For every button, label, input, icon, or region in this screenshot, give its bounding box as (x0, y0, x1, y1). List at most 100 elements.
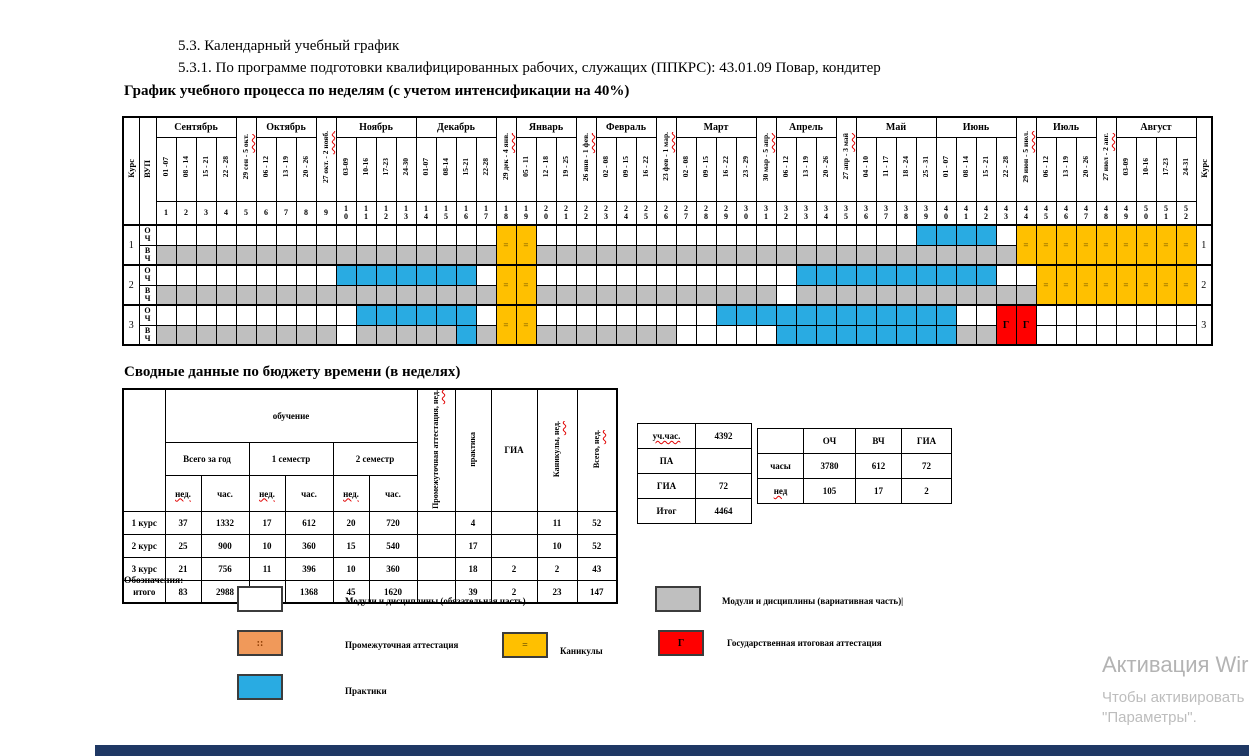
week-number-cell: 5 0 (1135, 200, 1157, 226)
summary-value-cell: 1332 (200, 510, 250, 535)
variable-part-cell (255, 324, 277, 346)
vertical-text: 17-23 (381, 157, 391, 176)
summary-rotated-header: ГИА (490, 388, 538, 512)
variable-part-cell (375, 324, 397, 346)
practice-cell (395, 264, 417, 286)
variable-part-cell (915, 284, 937, 306)
vertical-text: 29 июн - 5 июл. (1021, 130, 1031, 183)
vacation-cell: = (515, 224, 537, 266)
week-number-cell: 2 0 (535, 200, 557, 226)
variable-part-cell (415, 244, 437, 266)
month-cell: Ноябрь (335, 116, 417, 138)
bridge-week-cell: 27 июл - 2 авг. (1095, 116, 1117, 202)
week-date-cell: 02 - 08 (675, 136, 697, 202)
vertical-text: 15 - 21 (981, 155, 991, 178)
vertical-text: 20 - 26 (1081, 155, 1091, 178)
mandatory-part-cell (335, 304, 357, 326)
variable-part-cell (755, 284, 777, 306)
vertical-text: 08-14 (441, 157, 451, 176)
mandatory-part-cell (635, 224, 657, 246)
summary-group-header: Всего за год (164, 442, 250, 477)
legend-swatch-gia: Г (658, 630, 704, 656)
vacation-cell: = (515, 264, 537, 306)
variable-part-cell (255, 284, 277, 306)
summary-value-cell: 396 (284, 556, 334, 581)
bridge-week-cell: 27 апр - 3 май (835, 116, 857, 202)
hours-breakdown-value: 3780 (803, 453, 856, 479)
misspelled-text: 5 окт. (241, 134, 251, 153)
mandatory-part-cell (555, 224, 577, 246)
calendar-date-row: 01 -07 08 - 14 15 - 21 22 - 28 06 - 12 13 - 1… (123, 136, 1212, 202)
legend-label-practice: Практики (345, 686, 387, 696)
legend-label-variable: Модули и дисциплины (вариативная часть)| (722, 596, 904, 606)
mandatory-part-cell (615, 264, 637, 286)
subsection-heading: 5.3.1. По программе подготовки квалифици… (178, 60, 881, 76)
practice-cell (775, 304, 797, 326)
month-cell: Май (855, 116, 937, 138)
mandatory-part-cell (695, 324, 717, 346)
week-number-cell: 1 1 (355, 200, 377, 226)
week-date-cell: 13 - 19 (795, 136, 817, 202)
summary-value-cell: 2 (490, 579, 538, 604)
summary-value-cell: 10 (332, 556, 370, 581)
part-label-cell: О Ч (138, 224, 157, 246)
week-date-cell: 22 - 28 (995, 136, 1017, 202)
practice-cell (355, 264, 377, 286)
variable-part-cell (375, 284, 397, 306)
variable-part-cell (475, 244, 497, 266)
variable-part-cell (195, 324, 217, 346)
practice-cell (935, 264, 957, 286)
variable-part-cell (415, 284, 437, 306)
variable-part-cell (235, 324, 257, 346)
variable-part-cell (315, 324, 337, 346)
legend-swatch-practice (237, 674, 283, 700)
vertical-text: 29 дек - 4 янв. (501, 133, 511, 181)
summary-value-cell: 147 (576, 579, 618, 604)
variable-part-cell (655, 324, 677, 346)
practice-cell (435, 304, 457, 326)
variable-part-cell (735, 284, 757, 306)
legend-label-pa: Промежуточная аттестация (345, 640, 459, 650)
vacation-cell: = (1015, 224, 1037, 266)
part-label-cell: В Ч (138, 324, 157, 346)
mandatory-part-cell (1075, 304, 1097, 326)
variable-part-cell (535, 244, 557, 266)
summary-data-row: 2 курс 25 900 10 360 15 540 17 10 52 (122, 533, 618, 558)
week-date-cell: 17-23 (375, 136, 397, 202)
week-date-cell: 01 -07 (155, 136, 177, 202)
variable-part-cell (155, 244, 177, 266)
variable-part-cell (175, 284, 197, 306)
summary-value-cell: 45 (332, 579, 370, 604)
mandatory-part-cell (1075, 324, 1097, 346)
mandatory-part-cell (1155, 304, 1177, 326)
vertical-text: 09 - 15 (621, 155, 631, 178)
mandatory-part-cell (255, 224, 277, 246)
summary-header-row-1: обучение Промежуточная аттестация, нед. пр… (122, 388, 618, 512)
variable-part-cell (535, 284, 557, 306)
variable-part-cell (955, 244, 977, 266)
variable-part-cell (675, 284, 697, 306)
summary-unit-cell: нед. (248, 475, 286, 512)
week-date-cell: 17-23 (1155, 136, 1177, 202)
mandatory-part-cell (595, 264, 617, 286)
week-number-cell: 1 4 (415, 200, 437, 226)
mandatory-part-cell (1095, 324, 1117, 346)
variable-part-cell (535, 324, 557, 346)
vertical-text: 06 - 12 (261, 155, 271, 178)
bridge-week-cell: 29 дек - 4 янв. (495, 116, 517, 202)
hours-breakdown-table: ОЧ ВЧ ГИА часы 3780 612 72 нед 105 17 2 (757, 428, 952, 504)
mandatory-part-cell (655, 224, 677, 246)
course-vch-row: В Ч (123, 284, 1212, 306)
vertical-text: 25 - 31 (921, 155, 931, 178)
mandatory-part-cell (635, 264, 657, 286)
practice-cell (935, 224, 957, 246)
section-heading: 5.3. Календарный учебный график (178, 38, 400, 54)
mandatory-part-cell (435, 224, 457, 246)
summary-value-cell (490, 510, 538, 535)
window-bottom-bar (95, 745, 1249, 756)
mandatory-part-cell (735, 324, 757, 346)
summary-value-cell: 720 (368, 510, 418, 535)
vertical-text: 09 - 15 (701, 155, 711, 178)
vacation-cell: = (1115, 224, 1137, 266)
mandatory-part-cell (275, 224, 297, 246)
